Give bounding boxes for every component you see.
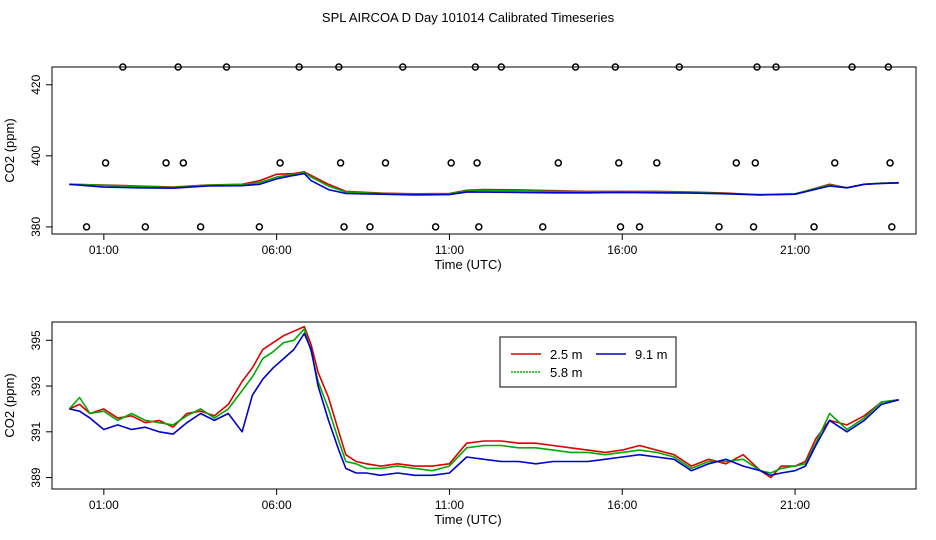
flag-point [162, 159, 170, 167]
series-line-2.5m [68, 325, 899, 479]
flag-point [141, 223, 150, 231]
flag-point [611, 63, 620, 71]
y-tick-label: 400 [29, 145, 43, 165]
flag-point [653, 159, 661, 167]
flag-point [539, 223, 547, 231]
flag-point [336, 159, 345, 167]
flag-point [615, 159, 623, 167]
flag-point [888, 223, 896, 231]
flag-point [616, 223, 625, 231]
x-tick-label: 11:00 [435, 498, 464, 512]
flag-point [381, 159, 390, 167]
top-panel: 01:00 06:00 11:00 16:00 21:00 Time (UTC) 380 40… [2, 63, 917, 272]
flag-point [222, 63, 231, 71]
flag-point [571, 63, 580, 71]
plot-frame [51, 321, 917, 490]
flag-point [475, 223, 483, 231]
y-tick-label: 380 [29, 217, 43, 237]
legend-label-2.5m: 2.5 m [550, 347, 583, 362]
flag-point [848, 63, 856, 71]
x-tick-label: 16:00 [607, 498, 637, 512]
legend-label-9.1m: 9.1 m [635, 347, 668, 362]
x-tick-label: 11:00 [435, 243, 464, 257]
flag-point [751, 159, 760, 167]
flag-point [675, 63, 684, 71]
flag-point [196, 223, 205, 231]
flag-point [366, 223, 374, 231]
x-tick-label: 16:00 [607, 243, 637, 257]
bottom-panel: 01:00 06:00 11:00 16:00 21:00 Time (UTC) 389 39… [2, 321, 917, 527]
flag-point [554, 159, 563, 167]
flag-point [772, 63, 780, 71]
flag-point [399, 63, 407, 71]
x-tick-label: 01:00 [89, 498, 119, 512]
x-tick-label: 01:00 [89, 243, 119, 257]
flag-point [101, 159, 110, 167]
x-tick-label: 06:00 [262, 498, 292, 512]
flag-point [886, 159, 894, 167]
y-tick-label: 389 [29, 467, 43, 487]
flag-point [119, 63, 127, 71]
flag-point [340, 223, 348, 231]
y-tick-label: 393 [29, 376, 43, 396]
series-line-9.1m [69, 172, 899, 196]
flag-point [732, 159, 741, 167]
plot-frame [51, 66, 917, 235]
flag-point [715, 223, 723, 231]
flag-point [473, 159, 481, 167]
legend-box [499, 336, 677, 388]
series-line-5.8m [68, 328, 899, 474]
y-tick-label: 420 [29, 74, 43, 94]
legend-label-5.8m: 5.8 m [550, 365, 583, 380]
legend: 2.5 m 9.1 m 5.8 m [499, 336, 677, 388]
flag-point [753, 63, 761, 71]
x-tick-label: 21:00 [780, 498, 810, 512]
flag-point [431, 223, 440, 231]
x-tick-label: 21:00 [780, 243, 810, 257]
flag-point [179, 159, 188, 167]
x-tick-label: 06:00 [262, 243, 292, 257]
flag-point [471, 63, 480, 71]
flag-point [884, 63, 893, 71]
flag-point [335, 63, 343, 71]
series-line-5.8m [69, 171, 899, 196]
y-axis-label: CO2 (ppm) [2, 373, 17, 437]
y-tick-label: 391 [29, 421, 43, 441]
flag-point [82, 223, 91, 231]
flag-point [831, 159, 839, 167]
flag-point [276, 159, 284, 167]
y-axis-label: CO2 (ppm) [2, 118, 17, 182]
flag-point [749, 223, 758, 231]
x-axis-label: Time (UTC) [434, 257, 501, 272]
flag-point [497, 63, 506, 71]
flag-point [810, 223, 818, 231]
x-axis-label: Time (UTC) [434, 512, 501, 527]
flag-point [295, 63, 303, 71]
flag-point [174, 63, 182, 71]
flag-point [447, 159, 455, 167]
chart-title: SPL AIRCOA D Day 101014 Calibrated Times… [322, 10, 615, 25]
series-line-9.1m [69, 332, 899, 477]
flag-point [255, 223, 264, 231]
flag-point [635, 223, 644, 231]
y-tick-label: 395 [29, 330, 43, 350]
